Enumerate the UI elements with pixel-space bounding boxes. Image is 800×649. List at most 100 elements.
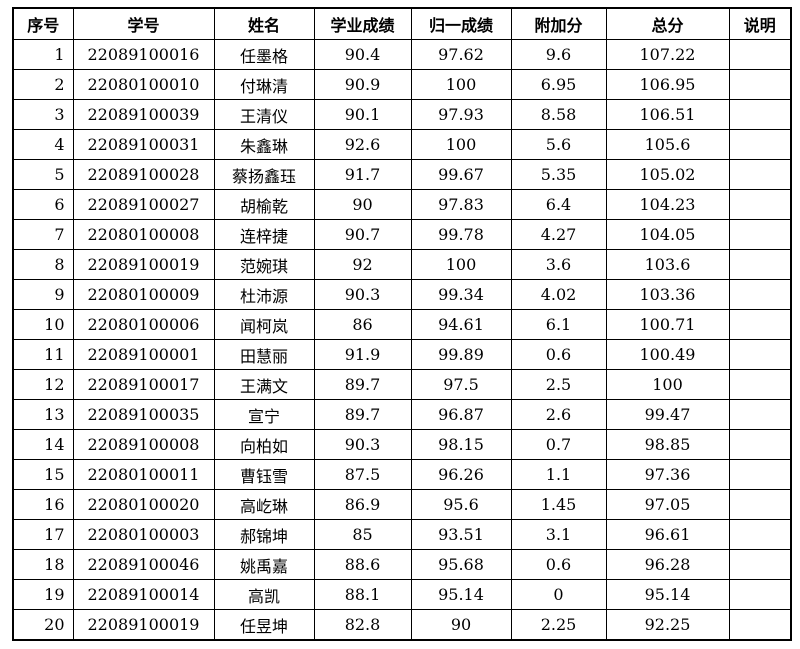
cell-total: 98.85 [605, 429, 730, 460]
cell-student_id: 22080100011 [72, 459, 215, 490]
cell-remark [728, 219, 792, 250]
table-row: 13 22089100035 宣宁 89.7 96.87 2.6 99.47 [12, 399, 792, 430]
cell-total: 100.71 [605, 309, 730, 340]
column-header-academic: 学业成绩 [313, 7, 412, 40]
cell-bonus: 2.25 [510, 609, 607, 641]
cell-name: 向柏如 [213, 429, 315, 460]
column-header-name: 姓名 [213, 7, 315, 40]
cell-index: 4 [12, 129, 74, 160]
cell-index: 13 [12, 399, 74, 430]
column-header-student_id: 学号 [72, 7, 215, 40]
cell-academic: 88.6 [313, 549, 412, 580]
cell-normalized: 97.5 [410, 369, 512, 400]
header-row: 序号 学号 姓名 学业成绩 归一成绩 附加分 总分 说明 [12, 7, 792, 40]
score-table-container: 序号 学号 姓名 学业成绩 归一成绩 附加分 总分 说明 1 22089100016 任墨格 90.… [12, 7, 792, 641]
cell-index: 14 [12, 429, 74, 460]
cell-total: 104.23 [605, 189, 730, 220]
cell-remark [728, 459, 792, 490]
cell-student_id: 22089100028 [72, 159, 215, 190]
score-table: 序号 学号 姓名 学业成绩 归一成绩 附加分 总分 说明 1 22089100016 任墨格 90.… [12, 7, 792, 641]
cell-index: 16 [12, 489, 74, 520]
cell-academic: 90.1 [313, 99, 412, 130]
cell-total: 103.36 [605, 279, 730, 310]
cell-total: 92.25 [605, 609, 730, 641]
table-row: 6 22089100027 胡榆乾 90 97.83 6.4 104.23 [12, 189, 792, 220]
cell-academic: 86 [313, 309, 412, 340]
cell-index: 18 [12, 549, 74, 580]
cell-student_id: 22089100016 [72, 39, 215, 70]
cell-total: 99.47 [605, 399, 730, 430]
cell-total: 105.6 [605, 129, 730, 160]
cell-remark [728, 99, 792, 130]
cell-normalized: 97.93 [410, 99, 512, 130]
table-row: 9 22080100009 杜沛源 90.3 99.34 4.02 103.36 [12, 279, 792, 310]
cell-index: 8 [12, 249, 74, 280]
cell-bonus: 5.6 [510, 129, 607, 160]
table-body: 1 22089100016 任墨格 90.4 97.62 9.6 107.22 2 220801… [12, 39, 792, 641]
cell-student_id: 22089100014 [72, 579, 215, 610]
cell-name: 任昱坤 [213, 609, 315, 641]
cell-index: 9 [12, 279, 74, 310]
cell-total: 100.49 [605, 339, 730, 370]
cell-normalized: 99.67 [410, 159, 512, 190]
cell-remark [728, 489, 792, 520]
cell-bonus: 5.35 [510, 159, 607, 190]
table-row: 3 22089100039 王清仪 90.1 97.93 8.58 106.51 [12, 99, 792, 130]
cell-academic: 90.7 [313, 219, 412, 250]
cell-student_id: 22089100031 [72, 129, 215, 160]
table-row: 10 22080100006 闻柯岚 86 94.61 6.1 100.71 [12, 309, 792, 340]
cell-total: 104.05 [605, 219, 730, 250]
cell-normalized: 95.14 [410, 579, 512, 610]
cell-total: 96.61 [605, 519, 730, 550]
cell-index: 15 [12, 459, 74, 490]
cell-normalized: 97.83 [410, 189, 512, 220]
cell-name: 胡榆乾 [213, 189, 315, 220]
cell-bonus: 3.1 [510, 519, 607, 550]
cell-normalized: 95.6 [410, 489, 512, 520]
column-header-remark: 说明 [728, 7, 792, 40]
cell-bonus: 0.6 [510, 339, 607, 370]
cell-normalized: 93.51 [410, 519, 512, 550]
cell-student_id: 22089100008 [72, 429, 215, 460]
cell-bonus: 4.27 [510, 219, 607, 250]
cell-remark [728, 579, 792, 610]
cell-normalized: 99.89 [410, 339, 512, 370]
cell-index: 20 [12, 609, 74, 641]
cell-name: 王清仪 [213, 99, 315, 130]
cell-remark [728, 369, 792, 400]
cell-academic: 85 [313, 519, 412, 550]
table-row: 5 22089100028 蔡扬鑫珏 91.7 99.67 5.35 105.02 [12, 159, 792, 190]
cell-bonus: 1.1 [510, 459, 607, 490]
cell-academic: 90.9 [313, 69, 412, 100]
cell-index: 5 [12, 159, 74, 190]
table-row: 12 22089100017 王满文 89.7 97.5 2.5 100 [12, 369, 792, 400]
table-row: 4 22089100031 朱鑫琳 92.6 100 5.6 105.6 [12, 129, 792, 160]
cell-normalized: 100 [410, 69, 512, 100]
column-header-index: 序号 [12, 7, 74, 40]
cell-name: 曹钰雪 [213, 459, 315, 490]
cell-total: 100 [605, 369, 730, 400]
table-head: 序号 学号 姓名 学业成绩 归一成绩 附加分 总分 说明 [12, 7, 792, 40]
cell-student_id: 22080100006 [72, 309, 215, 340]
cell-total: 106.95 [605, 69, 730, 100]
cell-bonus: 8.58 [510, 99, 607, 130]
table-row: 7 22080100008 连梓捷 90.7 99.78 4.27 104.05 [12, 219, 792, 250]
cell-student_id: 22089100017 [72, 369, 215, 400]
cell-normalized: 95.68 [410, 549, 512, 580]
cell-name: 田慧丽 [213, 339, 315, 370]
cell-bonus: 4.02 [510, 279, 607, 310]
cell-name: 连梓捷 [213, 219, 315, 250]
cell-academic: 88.1 [313, 579, 412, 610]
cell-normalized: 99.34 [410, 279, 512, 310]
cell-bonus: 3.6 [510, 249, 607, 280]
cell-bonus: 9.6 [510, 39, 607, 70]
cell-student_id: 22089100035 [72, 399, 215, 430]
table-row: 16 22080100020 高屹琳 86.9 95.6 1.45 97.05 [12, 489, 792, 520]
cell-name: 蔡扬鑫珏 [213, 159, 315, 190]
cell-name: 任墨格 [213, 39, 315, 70]
cell-student_id: 22080100003 [72, 519, 215, 550]
cell-name: 高屹琳 [213, 489, 315, 520]
cell-remark [728, 129, 792, 160]
cell-student_id: 22089100039 [72, 99, 215, 130]
